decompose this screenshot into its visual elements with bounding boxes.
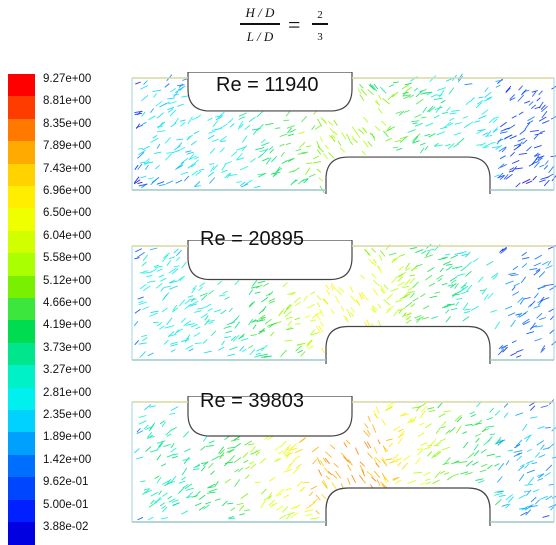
flow-panel-re-39803: Re = 39803 [130,396,556,526]
legend-level-label: 5.00e-01 [43,499,88,511]
legend-level-label: 1.89e+00 [43,431,91,443]
lower-rib [326,488,490,526]
legend-swatch [8,231,35,254]
legend-swatch [8,164,35,187]
ratio-denominator: 3 [310,30,330,44]
reynolds-number-label: Re = 11940 [216,74,319,97]
legend-level-label: 4.66e+00 [43,297,91,309]
flow-panel-re-11940: Re = 11940 [130,72,556,194]
legend-level-label: 7.89e+00 [43,140,91,152]
legend-swatch [8,253,35,276]
legend-level-label: 6.96e+00 [43,185,91,197]
reynolds-number-label: Re = 39803 [200,390,304,413]
legend-swatch [8,500,35,523]
legend-level-label: 8.35e+00 [43,118,91,130]
legend-swatch [8,298,35,321]
legend-swatch [8,141,35,164]
flow-field [130,396,556,526]
legend-swatch [8,186,35,209]
legend-swatch [8,365,35,388]
legend-swatch [8,276,35,299]
formula-hd-ld: H / D L / D = 2 3 [236,2,336,56]
legend-level-label: 5.12e+00 [43,275,91,287]
legend-level-label: 4.19e+00 [43,319,91,331]
legend-swatch [8,208,35,231]
legend-level-label: 9.27e+00 [43,73,91,85]
flow-field [130,240,556,364]
color-legend: 9.27e+00 8.81e+00 8.35e+00 7.89e+00 7.43e+00… [8,74,128,526]
legend-level-label: 1.42e+00 [43,454,91,466]
lower-rib [326,327,490,364]
legend-swatch [8,96,35,119]
reynolds-number-label: Re = 20895 [200,228,304,251]
formula-numerator: H / D [236,6,284,20]
legend-swatch [8,119,35,142]
legend-level-label: 7.43e+00 [43,163,91,175]
formula-denominator: L / D [236,30,284,44]
legend-level-label: 2.81e+00 [43,387,91,399]
legend-swatch [8,343,35,366]
legend-swatch [8,388,35,411]
legend-level-label: 2.35e+00 [43,409,91,421]
fraction-bar [240,23,280,25]
ratio-numerator: 2 [310,8,330,22]
legend-level-label: 3.27e+00 [43,364,91,376]
legend-swatch [8,410,35,433]
legend-swatch [8,522,35,545]
legend-swatch [8,432,35,455]
legend-level-label: 9.62e-01 [43,476,88,488]
ratio-bar [312,23,328,25]
legend-swatch [8,320,35,343]
legend-level-label: 8.81e+00 [43,95,91,107]
flow-field [130,72,556,194]
legend-level-label: 6.04e+00 [43,230,91,242]
legend-swatch [8,477,35,500]
legend-level-label: 3.73e+00 [43,342,91,354]
legend-level-label: 5.58e+00 [43,252,91,264]
legend-level-label: 6.50e+00 [43,207,91,219]
equals-sign: = [288,12,300,38]
legend-level-label: 3.88e-02 [43,521,88,533]
flow-panel-re-20895: Re = 20895 [130,240,556,364]
lower-rib [326,157,490,194]
legend-swatch [8,74,35,97]
legend-swatch [8,455,35,478]
